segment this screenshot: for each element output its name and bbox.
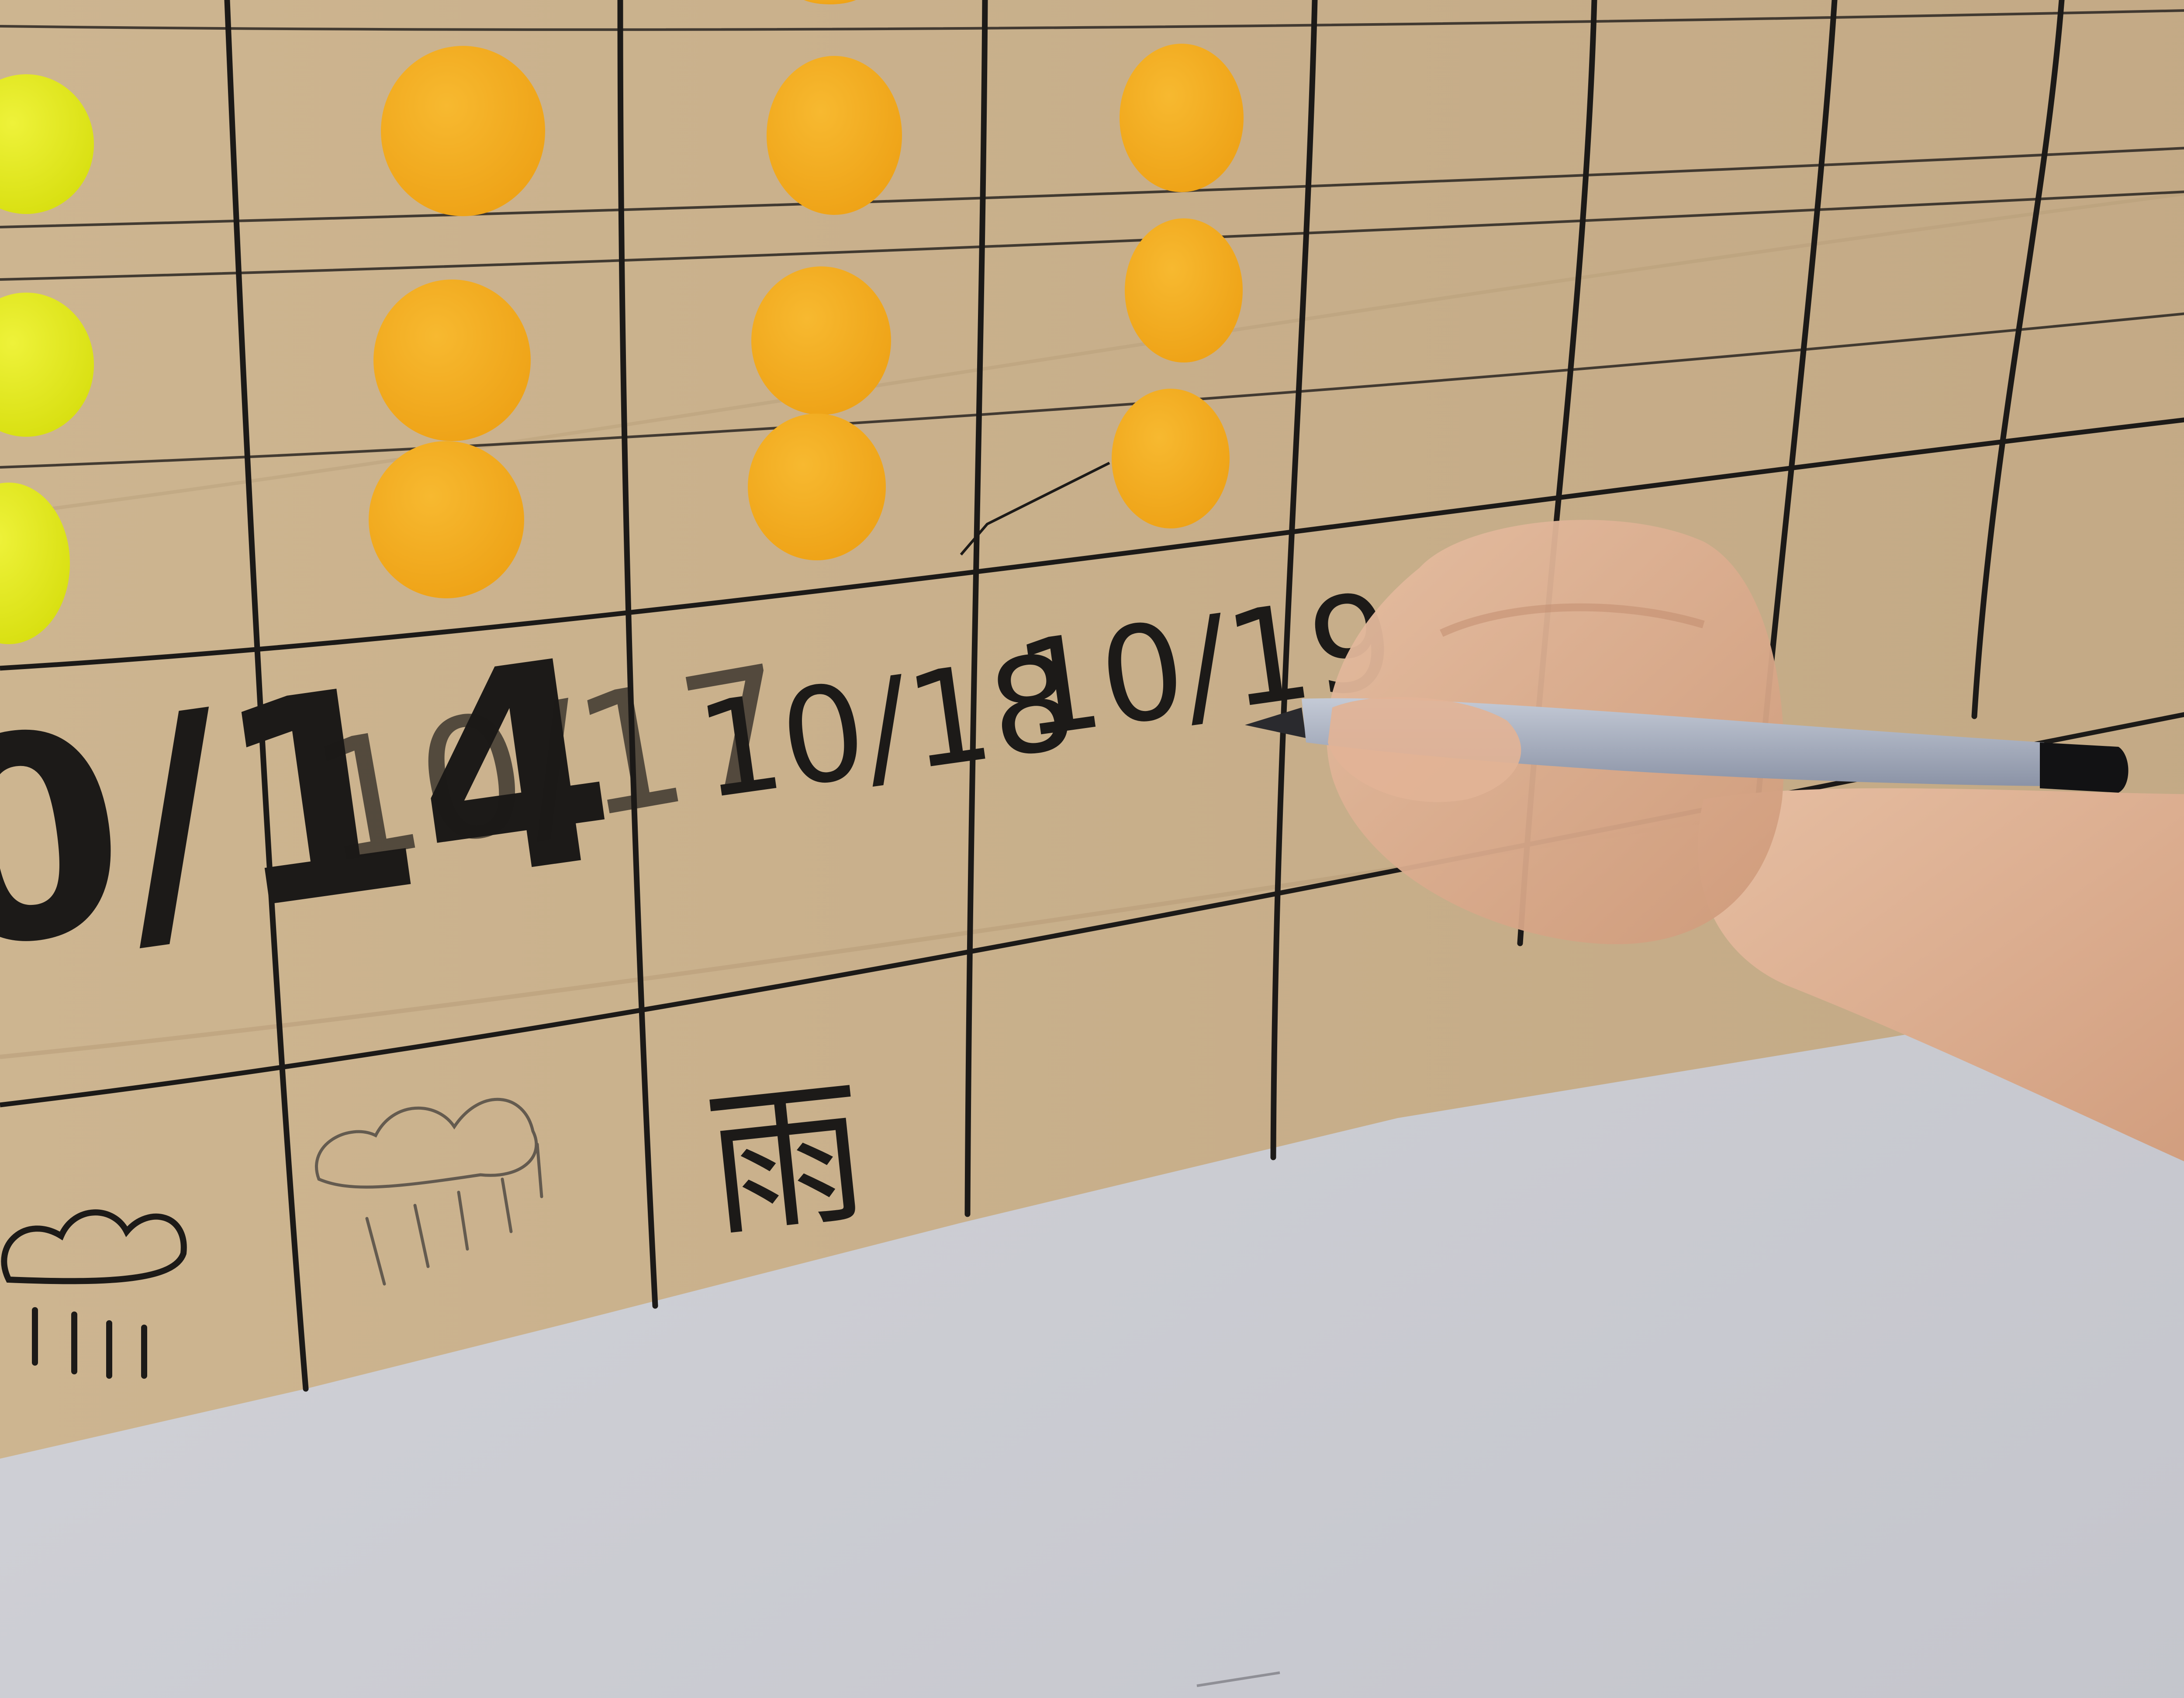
thumb: [1328, 697, 1521, 802]
sticker-orange: [1112, 389, 1230, 528]
wall-scuff: [1196, 1671, 1280, 1687]
sticker-orange: [1120, 44, 1244, 192]
sticker-orange: [767, 56, 902, 215]
sticker-yellow: [0, 483, 70, 644]
forearm: [1698, 788, 2184, 1162]
marker-tip: [1245, 708, 1306, 738]
thin-rule-lines: [0, 9, 2184, 469]
sticker-orange: [748, 414, 886, 560]
hand-with-marker: [1245, 520, 2184, 1162]
sticker-orange-partial: [804, 0, 856, 4]
cloud-rain-icon: [315, 1098, 543, 1286]
pencil-mark: [960, 462, 1110, 556]
paper-crease: [0, 192, 2184, 517]
sticker-orange: [751, 266, 891, 415]
sticker-yellow: [0, 74, 94, 214]
sticker-orange: [381, 46, 545, 216]
sticker-column-yellow: [0, 74, 94, 644]
weather-kanji-rain: 雨: [699, 1060, 874, 1259]
cloud-rain-icon: [1, 1209, 187, 1379]
sticker-column-3: [1112, 44, 1244, 528]
marker-cap: [2040, 742, 2129, 793]
sticker-orange: [1125, 218, 1243, 362]
sticker-orange: [369, 441, 524, 598]
sticker-column-2: [748, 56, 902, 560]
sticker-orange: [373, 280, 531, 441]
sticker-yellow: [0, 293, 94, 437]
sticker-column-1: [369, 46, 545, 598]
knuckle-crease: [1440, 603, 1705, 637]
